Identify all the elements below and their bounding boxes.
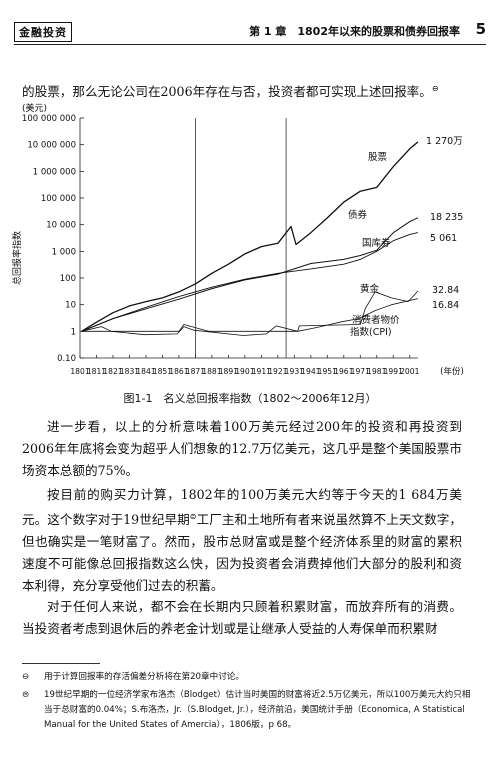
x-tick-label: 1961 [334, 367, 353, 376]
x-unit-label: (年份) [440, 366, 464, 377]
y-axis-title: 总回报率指数 [11, 231, 23, 285]
paragraph-2: 进一步看，以上的分析意味着100万美元经过200年的投资和再投资到2006年年底… [22, 419, 462, 478]
figure-caption: 图1-1 名义总回报率指数（1802～2006年12月） [123, 392, 377, 405]
x-tick-label: 1911 [252, 367, 271, 376]
x-tick-label: 1821 [103, 367, 122, 376]
series-line-0 [81, 141, 419, 332]
x-tick-label: 1841 [136, 367, 155, 376]
y-tick-label: 100 000 [41, 194, 76, 204]
footnote-2-mark: ⊜ [22, 690, 30, 700]
x-tick-label: 1811 [87, 367, 106, 376]
series-tag: 金融投资 [14, 22, 72, 42]
series-end-label-1: 18 235 [430, 212, 463, 223]
y-unit-label: (美元) [22, 102, 47, 114]
y-tick-label: 0.10 [57, 354, 76, 364]
paragraph-3-text-a: 按目前的购买力计算，1802年的100万美元大约等于今天的1 684万美元。这个… [22, 487, 462, 528]
x-tick-label: 1921 [268, 367, 287, 376]
running-header: 金融投资 第 1 章 1802年以来的股票和债券回报率 5 [14, 20, 486, 45]
footnote-2: ⊜ 19世纪早期的一位经济学家布洛杰（Blodget）估计当时美国的财富将近2.… [22, 688, 472, 733]
x-tick-label: 1891 [219, 367, 238, 376]
series-line-2 [81, 232, 419, 332]
x-tick-label: 1801 [70, 367, 89, 376]
series-end-label-4: 16.84 [432, 300, 459, 311]
total-return-chart: 100 000 000 10 000 000 1 000 000 100 000 10 … [11, 102, 464, 377]
x-tick-label: 1861 [169, 367, 188, 376]
paragraph-1-text: 的股票，那么无论公司在2006年存在与否，投资者都可实现上述回报率。 [22, 84, 432, 100]
paragraph-3: 按目前的购买力计算，1802年的100万美元大约等于今天的1 684万美元。这个… [22, 484, 462, 597]
x-tick-label: 1971 [351, 367, 370, 376]
y-tick-label: 1 [71, 327, 76, 337]
y-tick-label: 1 000 000 [33, 167, 76, 177]
series-line-3 [81, 290, 419, 332]
y-tick-label: 10 000 [46, 221, 76, 231]
x-tick-label: 1941 [301, 367, 320, 376]
x-tick-label: 1851 [153, 367, 172, 376]
series-name-label-4-line2: 指数(CPI) [350, 326, 392, 338]
x-tick-label: 1881 [202, 367, 221, 376]
series-name-label-1: 债券 [348, 209, 368, 221]
series-end-label-0: 1 270万 [426, 136, 463, 147]
x-tick-label: 1871 [186, 367, 205, 376]
paragraph-4: 对于任何人来说，都不会在长期内只顾着积累财富，而放弃所有的消费。当投资者考虑到退… [22, 599, 462, 636]
series-line-4 [81, 298, 419, 336]
y-tick-label: 10 000 000 [27, 141, 76, 151]
x-tick-label: 2001 [400, 367, 419, 376]
y-tick-label: 100 [60, 274, 76, 284]
paragraph-1: 的股票，那么无论公司在2006年存在与否，投资者都可实现上述回报率。⊖ [22, 78, 462, 103]
series-end-label-3: 32.84 [432, 285, 459, 296]
series-end-label-2: 5 061 [430, 233, 457, 244]
footnote-1-text: 用于计算回报率的存活偏差分析将在第20章中讨论。 [44, 672, 244, 682]
x-tick-label: 1931 [285, 367, 304, 376]
footnote-rule [22, 663, 100, 664]
footnote-1: ⊖ 用于计算回报率的存活偏差分析将在第20章中讨论。 [22, 670, 472, 685]
series-line-1 [81, 217, 419, 332]
x-tick-label: 1991 [384, 367, 403, 376]
footnote-ref-2: ⊜ [189, 512, 197, 521]
x-tick-label: 1901 [235, 367, 254, 376]
footnote-ref-1: ⊖ [431, 84, 439, 93]
page-number: 5 [475, 20, 486, 38]
footnote-2-text: 19世纪早期的一位经济学家布洛杰（Blodget）估计当时美国的财富将近2.5万… [44, 690, 471, 730]
y-tick-label: 10 [65, 301, 76, 311]
y-tick-label: 100 000 000 [22, 114, 76, 124]
x-tick-label: 1981 [367, 367, 386, 376]
chapter-title: 第 1 章 1802年以来的股票和债券回报率 [249, 25, 460, 38]
series-name-label-4-line1: 消费者物价 [352, 314, 400, 326]
series-name-label-3: 黄金 [360, 283, 380, 295]
series-name-label-2: 国库券 [362, 237, 391, 249]
x-tick-label: 1951 [318, 367, 337, 376]
series-name-label-0: 股票 [368, 152, 388, 163]
y-tick-label: 1 000 [52, 247, 76, 257]
x-tick-label: 1831 [120, 367, 139, 376]
paragraph-3-text-b: 工厂主和土地所有者来说虽然算不上天文数字，但也确实是一笔财富了。然而，股市总财富… [22, 512, 463, 594]
footnote-1-mark: ⊖ [22, 672, 30, 682]
